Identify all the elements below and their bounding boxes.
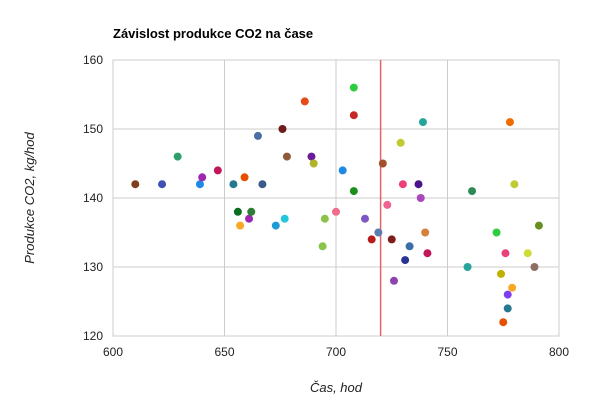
data-point	[423, 249, 432, 258]
data-point	[349, 187, 358, 196]
data-point	[349, 83, 358, 92]
x-tick-label: 600	[103, 345, 123, 359]
data-point	[523, 249, 532, 258]
data-point	[158, 180, 167, 189]
data-point	[501, 249, 510, 258]
data-point	[245, 214, 254, 223]
y-tick-label: 150	[83, 122, 103, 136]
data-point	[278, 125, 287, 133]
data-point	[463, 263, 472, 271]
data-point	[510, 180, 519, 189]
data-point	[367, 235, 376, 244]
data-point	[387, 235, 396, 244]
data-point	[236, 221, 245, 230]
data-point	[374, 228, 383, 237]
data-point	[332, 207, 340, 216]
y-axis-label: Produkce CO2, kg/hod	[22, 131, 37, 263]
data-point	[530, 263, 539, 271]
grid-lines	[112, 59, 560, 337]
x-tick-label: 650	[214, 345, 234, 359]
y-tick-label: 130	[83, 260, 103, 274]
data-point	[534, 221, 543, 230]
data-point	[505, 118, 514, 127]
y-tick-label: 120	[83, 329, 103, 343]
data-point	[418, 118, 427, 127]
data-point	[389, 276, 398, 285]
data-point	[240, 173, 249, 182]
x-tick-label: 800	[549, 345, 569, 359]
data-point	[309, 159, 318, 168]
data-point	[229, 180, 238, 189]
x-axis-label: Čas, hod	[310, 380, 363, 395]
data-point	[414, 180, 423, 189]
data-point	[258, 180, 267, 189]
data-point	[318, 242, 327, 251]
data-point	[497, 269, 506, 278]
data-point	[468, 187, 477, 196]
data-point	[271, 221, 280, 230]
data-point	[416, 194, 425, 202]
data-point	[247, 207, 256, 216]
data-point	[195, 180, 204, 189]
plot-frame	[112, 59, 560, 337]
data-point	[508, 283, 517, 292]
data-point	[492, 228, 501, 237]
data-point	[213, 166, 222, 175]
data-point	[307, 152, 316, 161]
data-point	[349, 111, 358, 120]
data-point	[282, 152, 291, 161]
x-tick-label: 750	[437, 345, 457, 359]
data-point	[396, 138, 405, 147]
data-point	[320, 214, 329, 223]
data-point	[233, 207, 242, 216]
data-point	[401, 256, 410, 265]
y-tick-label: 140	[83, 191, 103, 205]
data-point	[253, 131, 262, 140]
y-axis-ticks: 120 130 140 150 160	[83, 53, 103, 343]
data-point	[360, 214, 369, 223]
chart-title: Závislost produkce CO2 na čase	[113, 26, 313, 41]
data-point	[378, 159, 387, 168]
data-point	[503, 290, 512, 299]
x-tick-label: 700	[326, 345, 346, 359]
y-tick-label: 160	[83, 53, 103, 67]
data-point	[405, 242, 414, 251]
x-axis-ticks: 600 650 700 750 800	[103, 345, 569, 359]
data-point	[421, 228, 430, 237]
data-point	[383, 200, 392, 209]
data-point	[338, 166, 347, 175]
data-points	[131, 83, 543, 327]
data-point	[173, 152, 182, 161]
data-point	[503, 304, 512, 313]
data-point	[198, 173, 207, 182]
data-point	[280, 214, 289, 223]
data-point	[499, 318, 508, 327]
data-point	[398, 180, 407, 189]
data-point	[300, 97, 309, 106]
data-point	[131, 180, 140, 189]
